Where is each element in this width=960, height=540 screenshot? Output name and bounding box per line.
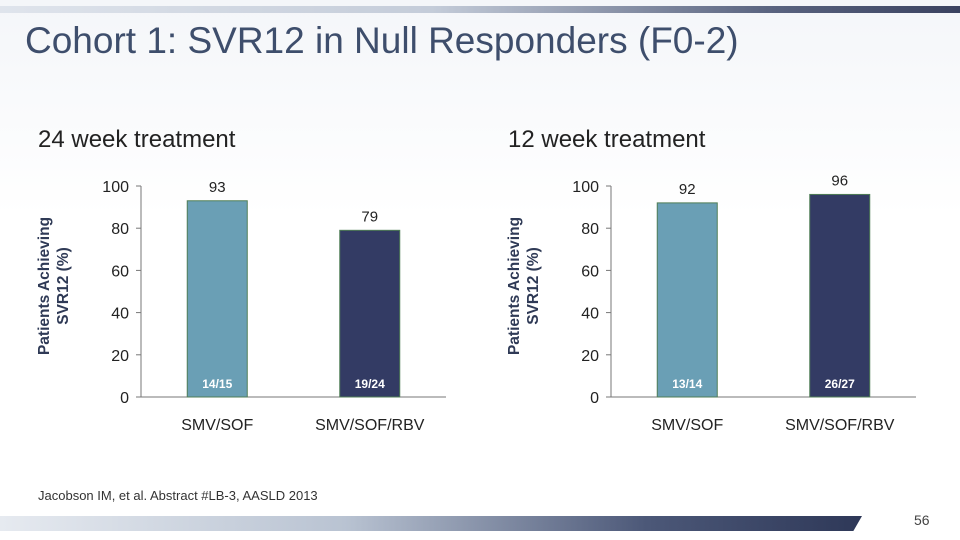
y-tick-label: 60 (111, 263, 129, 280)
bar (186, 200, 248, 398)
data-label: 92 (679, 181, 696, 198)
slide-title: Cohort 1: SVR12 in Null Responders (F0-2… (25, 20, 739, 61)
x-tick-label: SMV/SOF (181, 417, 253, 434)
y-tick-label: 0 (120, 390, 129, 407)
count-label: 19/24 (355, 377, 385, 391)
bar (656, 202, 718, 398)
x-tick-label: SMV/SOF/RBV (315, 417, 425, 434)
bar (809, 193, 871, 398)
chart-12-week-svg: 0 20 40 60 80 100 92 13/14 SMV/SOF 96 26/27 SMV/SOF… (572, 172, 916, 434)
y-tick-label: 80 (581, 221, 599, 238)
top-decorative-bar (0, 0, 960, 20)
y-tick-label: 100 (102, 179, 129, 196)
y-tick-label: 80 (111, 221, 129, 238)
count-label: 14/15 (202, 377, 232, 391)
panel-title-24-week: 24 week treatment (38, 126, 236, 153)
count-label: 13/14 (672, 377, 702, 391)
y-tick-label: 20 (111, 348, 129, 365)
x-tick-label: SMV/SOF/RBV (785, 417, 895, 434)
chart-24-week-svg: 0 20 40 60 80 100 93 14/15 SMV/SOF 79 19/24 SMV/SOF… (102, 179, 446, 434)
data-label: 96 (831, 172, 848, 189)
y-tick-label: 40 (581, 306, 599, 323)
page-number: 56 (914, 512, 930, 528)
panel-title-12-week: 12 week treatment (508, 126, 706, 153)
chart-12-week: 0 20 40 60 80 100 92 13/14 SMV/SOF 96 26/27 SMV/SOF… (540, 160, 960, 440)
y-tick-label: 40 (111, 306, 129, 323)
x-tick-label: SMV/SOF (651, 417, 723, 434)
bottom-decorative-bar (0, 516, 862, 531)
data-label: 93 (209, 179, 226, 196)
data-label: 79 (361, 208, 378, 225)
bar (339, 229, 401, 398)
y-tick-label: 0 (590, 390, 599, 407)
count-label: 26/27 (825, 377, 855, 391)
y-tick-label: 20 (581, 348, 599, 365)
citation-footnote: Jacobson IM, et al. Abstract #LB-3, AASL… (38, 488, 318, 503)
chart-24-week: 0 20 40 60 80 100 93 14/15 SMV/SOF 79 19/24 SMV/SOF… (70, 160, 510, 440)
y-tick-label: 60 (581, 263, 599, 280)
y-tick-label: 100 (572, 179, 599, 196)
